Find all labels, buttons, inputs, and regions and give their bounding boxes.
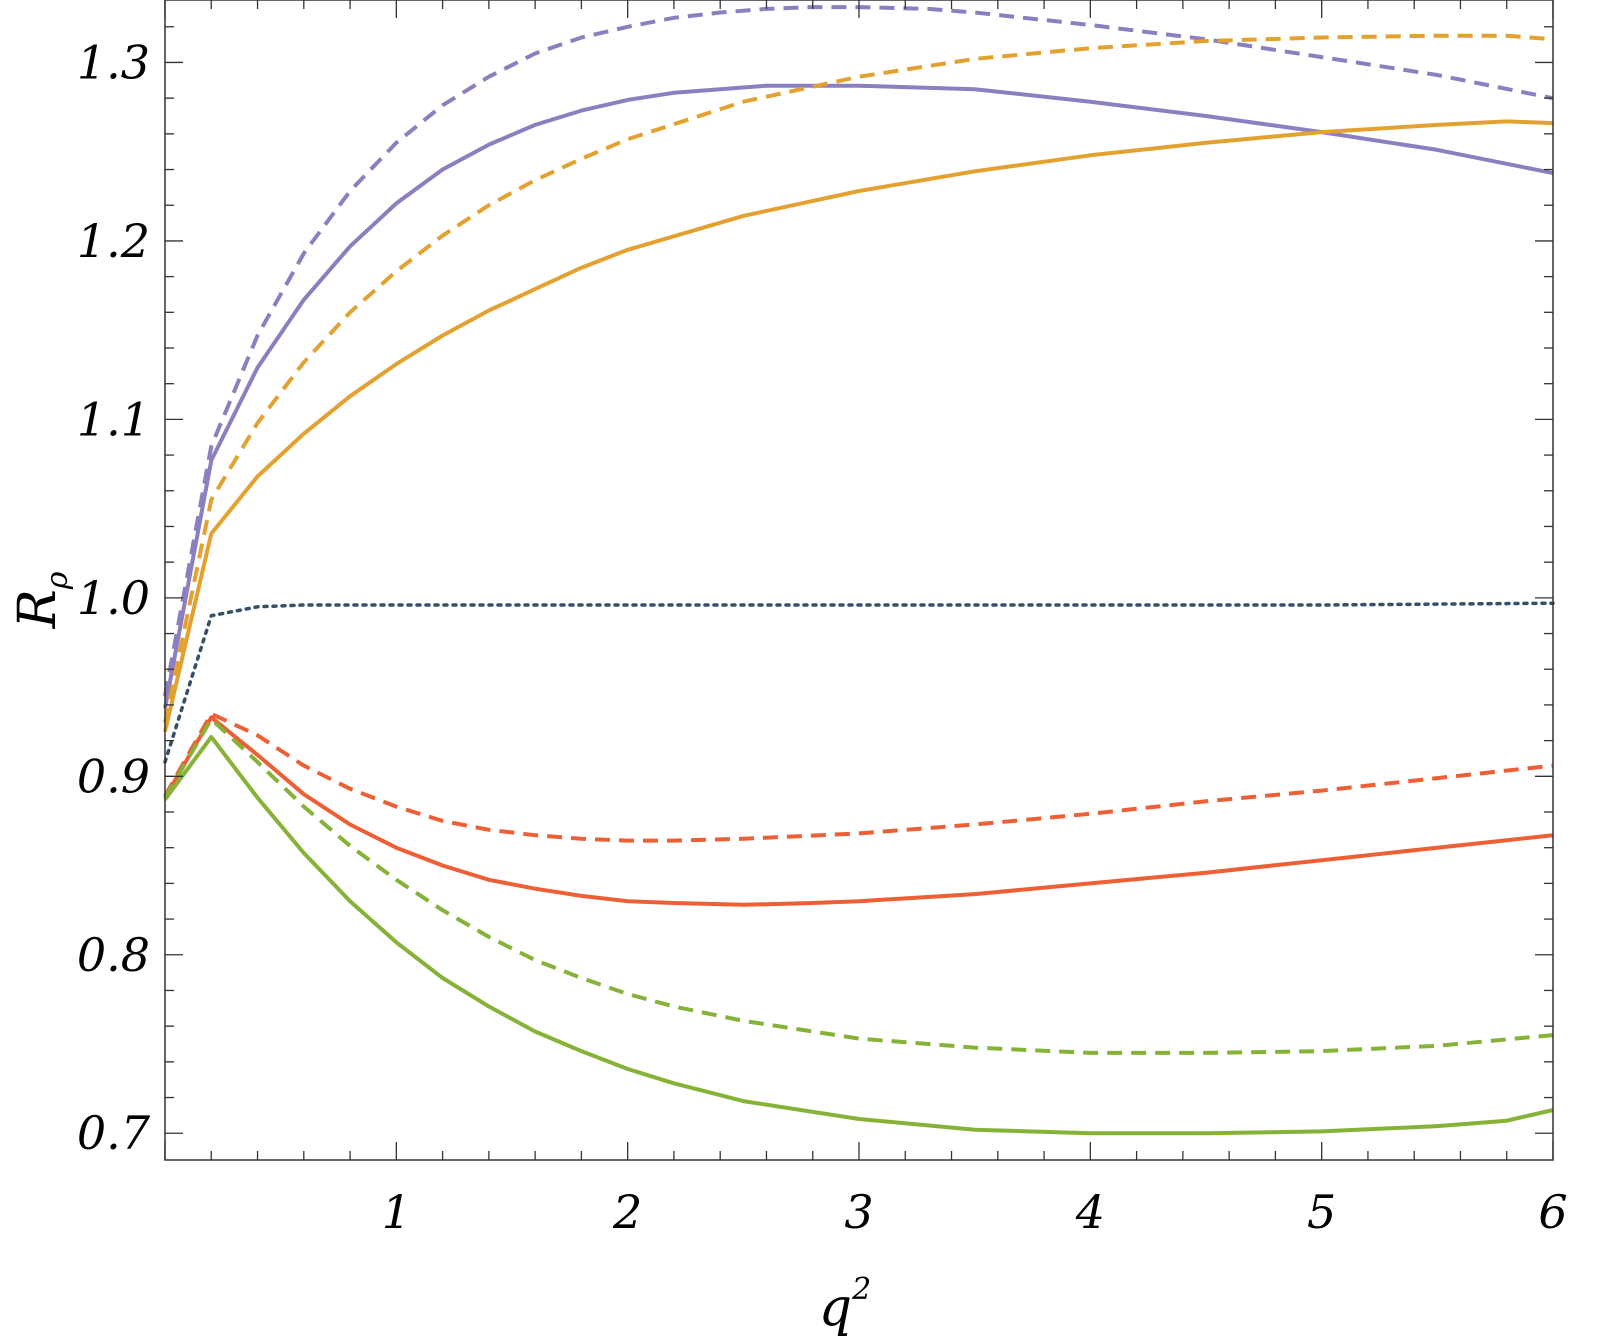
y-tick-label: 0.8 xyxy=(77,928,150,982)
x-axis-title: q2 xyxy=(819,1272,871,1338)
y-tick-label: 1.1 xyxy=(77,392,150,446)
x-tick-label: 4 xyxy=(1075,1185,1105,1239)
series-line-2-dashed xyxy=(163,5,1554,697)
y-tick-label: 1.0 xyxy=(77,571,150,625)
labels-layer: 1 2 3 4 5 6 0.7 0.8 0.9 1.0 1.1 1.2 1.3 xyxy=(77,35,1568,1239)
y-tick-label: 1.2 xyxy=(77,214,150,268)
x-tick-label: 5 xyxy=(1307,1185,1336,1239)
x-tick-label: 6 xyxy=(1538,1185,1567,1239)
x-tick-label: 3 xyxy=(844,1185,873,1239)
series-line-7-dashed xyxy=(163,711,1554,843)
x-tick-label: 2 xyxy=(612,1185,642,1239)
series-line-1-solid xyxy=(163,83,1554,709)
ticks-layer xyxy=(164,0,1554,1160)
y-tick-label: 1.3 xyxy=(77,35,150,89)
series-line-8-solid xyxy=(163,735,1554,1136)
series-layer xyxy=(163,5,1555,1136)
series-line-6-solid xyxy=(163,715,1554,907)
y-axis-title: Rρ xyxy=(8,571,75,629)
y-tick-label: 0.7 xyxy=(77,1106,151,1160)
series-line-3-solid xyxy=(163,119,1554,733)
x-tick-label: 1 xyxy=(382,1185,411,1239)
y-tick-label: 0.9 xyxy=(77,749,150,803)
series-line-4-dashed xyxy=(163,33,1554,724)
series-line-9-dashed xyxy=(163,717,1554,1055)
